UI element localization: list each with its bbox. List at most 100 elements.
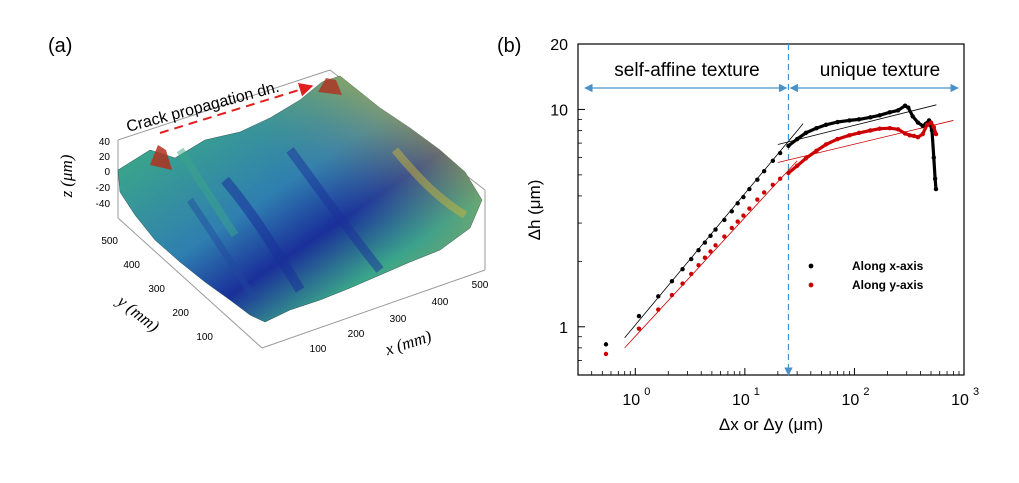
- data-point-x: [761, 168, 767, 174]
- data-point-x: [656, 294, 661, 299]
- z-tick-label: 20: [99, 152, 111, 163]
- data-point-x: [636, 313, 642, 319]
- y3d-tick-label: 100: [196, 332, 213, 343]
- surface-peak-right: [318, 78, 342, 95]
- x3d-tick-label: 500: [472, 280, 489, 291]
- x-axis: 10 0 10 1 10 2 10 3: [577, 368, 979, 409]
- y-axis-3d: 500 400 300 200 100: [101, 236, 213, 343]
- series-curve-y: [787, 121, 938, 175]
- data-point-x: [708, 233, 713, 239]
- data-point-x: [680, 267, 685, 272]
- surface-valley-3: [187, 198, 258, 302]
- data-point-x: [689, 256, 694, 262]
- y3d-tick-label: 300: [148, 284, 165, 295]
- data-point-y: [603, 351, 609, 357]
- z-tick-label: 0: [104, 167, 110, 178]
- data-point-y: [689, 271, 694, 277]
- data-point-y: [722, 234, 727, 239]
- data-point-x: [777, 150, 783, 156]
- x-tick-label: 10: [951, 392, 969, 409]
- y-axis: 1 10 20: [550, 37, 585, 361]
- x3d-axis-title: x(mm): [382, 326, 434, 359]
- unique-texture-label: unique texture: [820, 60, 940, 81]
- x-tick-label: 10: [622, 392, 640, 409]
- data-point-y: [696, 263, 701, 268]
- x3d-axis-unit: (mm): [394, 326, 434, 355]
- x-axis-title: Δx or Δy (μm): [719, 415, 823, 434]
- surface-plot: [117, 75, 483, 323]
- series-curve-x: [787, 104, 938, 190]
- data-point-y: [702, 255, 708, 260]
- data-point-x: [735, 201, 740, 206]
- surface-valley-2: [286, 147, 384, 273]
- data-point-x: [729, 209, 735, 214]
- x-tick-exponent: 2: [863, 386, 869, 398]
- x-tick-exponent: 1: [754, 386, 760, 398]
- data-point-x: [603, 342, 609, 347]
- fit-line: [777, 104, 937, 145]
- y3d-tick-label: 200: [172, 308, 189, 319]
- legend: Along x-axis Along y-axis: [808, 259, 924, 292]
- data-point-x: [755, 177, 760, 182]
- surface-highlight: [118, 76, 482, 322]
- x-tick-label: 10: [732, 392, 750, 409]
- x-axis-3d: 100 200 300 400 500: [310, 280, 489, 355]
- plot-frame: [577, 43, 965, 376]
- legend-marker-x: [808, 263, 814, 269]
- y-tick-label: 10: [550, 102, 568, 119]
- data-point-y: [777, 176, 783, 181]
- data-point-y: [729, 225, 735, 231]
- data-point-x: [702, 240, 708, 245]
- y3d-axis-title: y(mm): [112, 290, 163, 336]
- fit-line: [624, 160, 798, 349]
- x3d-tick-label: 100: [310, 344, 327, 355]
- z-axis-name: z: [57, 190, 76, 198]
- y3d-tick-label: 400: [123, 260, 140, 271]
- data-point-y: [755, 197, 760, 202]
- x3d-tick-label: 400: [432, 297, 449, 308]
- data-point-y: [770, 182, 776, 188]
- data-point-y: [656, 307, 661, 312]
- data-point-y: [680, 281, 685, 286]
- panel-a: (a): [48, 35, 489, 359]
- svg-text:x(mm): x(mm): [382, 326, 434, 359]
- data-point-x: [696, 248, 701, 253]
- self-affine-label: self-affine texture: [614, 60, 759, 81]
- z-tick-label: 40: [99, 137, 111, 148]
- data-point-y: [669, 292, 675, 298]
- data-point-x: [741, 194, 746, 200]
- legend-label-x: Along x-axis: [852, 259, 924, 273]
- x3d-tick-label: 300: [390, 314, 407, 325]
- data-point-y: [713, 243, 718, 248]
- data-point-y: [741, 213, 746, 218]
- z-axis-unit: (μm): [57, 154, 76, 186]
- x-tick-exponent: 0: [644, 386, 650, 398]
- z-tick-label: -20: [96, 183, 111, 194]
- legend-marker-y: [808, 282, 814, 288]
- data-point-x: [722, 217, 727, 223]
- data-point-x: [747, 186, 752, 192]
- data-point-x: [713, 227, 718, 232]
- x3d-axis-name: x: [382, 339, 396, 360]
- data-point-x: [770, 158, 776, 164]
- data-point-y: [708, 249, 713, 254]
- data-point-y: [747, 206, 752, 211]
- surface-valley-1: [221, 176, 305, 293]
- y3d-tick-label: 500: [101, 236, 118, 247]
- svg-text:z(μm): z (μm): [57, 154, 76, 198]
- x-tick-exponent: 3: [973, 386, 979, 398]
- y3d-axis-unit: (mm): [123, 299, 163, 336]
- data-point-x: [669, 279, 675, 284]
- data-series: [603, 103, 939, 357]
- panel-b-label: (b): [497, 35, 521, 57]
- surface-ridge-1: [176, 147, 239, 238]
- y-tick-label: 20: [550, 37, 568, 54]
- data-point-y: [735, 219, 740, 224]
- z-tick-label: -40: [96, 199, 111, 210]
- panel-a-label: (a): [48, 35, 72, 57]
- z-axis-title: z (μm): [57, 154, 76, 198]
- surface-peak-left: [150, 145, 172, 170]
- surface-ridge-2: [391, 147, 468, 219]
